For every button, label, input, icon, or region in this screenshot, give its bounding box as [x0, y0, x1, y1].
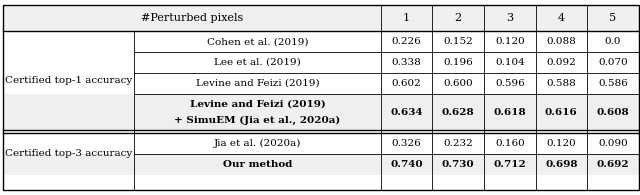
Text: Certified top-1 accuracy: Certified top-1 accuracy: [5, 76, 132, 85]
Bar: [3, 154, 639, 175]
Text: 0.152: 0.152: [444, 37, 473, 46]
Text: 0.634: 0.634: [390, 108, 423, 117]
Text: Lee et al. (2019): Lee et al. (2019): [214, 58, 301, 67]
Text: #Perturbed pixels: #Perturbed pixels: [141, 13, 243, 23]
Text: Levine and Feizi (2019): Levine and Feizi (2019): [196, 79, 319, 88]
Text: 0.586: 0.586: [598, 79, 628, 88]
Text: 2: 2: [454, 13, 461, 23]
Text: 0.628: 0.628: [442, 108, 474, 117]
Bar: [3, 94, 639, 130]
Text: 0.596: 0.596: [495, 79, 525, 88]
Text: 0.088: 0.088: [547, 37, 576, 46]
Text: 0.338: 0.338: [392, 58, 422, 67]
Text: 0.602: 0.602: [392, 79, 422, 88]
Text: Our method: Our method: [223, 160, 292, 169]
Text: Jia et al. (2020a): Jia et al. (2020a): [214, 139, 301, 148]
Text: 0.120: 0.120: [495, 37, 525, 46]
Text: 0.196: 0.196: [444, 58, 473, 67]
Text: 0.730: 0.730: [442, 160, 474, 169]
Text: 0.0: 0.0: [605, 37, 621, 46]
Text: 0.740: 0.740: [390, 160, 423, 169]
Text: Cohen et al. (2019): Cohen et al. (2019): [207, 37, 308, 46]
Text: 1: 1: [403, 13, 410, 23]
Text: 0.616: 0.616: [545, 108, 578, 117]
Text: 0.600: 0.600: [444, 79, 473, 88]
Text: 0.698: 0.698: [545, 160, 577, 169]
Text: 0.608: 0.608: [596, 108, 629, 117]
Text: 0.070: 0.070: [598, 58, 628, 67]
Text: 0.588: 0.588: [547, 79, 576, 88]
Text: 0.120: 0.120: [547, 139, 576, 148]
Text: Levine and Feizi (2019): Levine and Feizi (2019): [189, 99, 326, 108]
Text: 0.692: 0.692: [596, 160, 629, 169]
Text: 5: 5: [609, 13, 616, 23]
Text: 0.326: 0.326: [392, 139, 422, 148]
Text: + SimuEM (Jia et al., 2020a): + SimuEM (Jia et al., 2020a): [175, 116, 340, 125]
Bar: [3, 5, 639, 31]
Text: 0.160: 0.160: [495, 139, 525, 148]
Text: 3: 3: [506, 13, 513, 23]
Text: 0.232: 0.232: [444, 139, 473, 148]
Text: 0.092: 0.092: [547, 58, 576, 67]
Text: 0.104: 0.104: [495, 58, 525, 67]
Text: 0.712: 0.712: [493, 160, 526, 169]
Text: 0.090: 0.090: [598, 139, 628, 148]
Text: 4: 4: [558, 13, 565, 23]
Text: 0.618: 0.618: [493, 108, 526, 117]
Text: 0.226: 0.226: [392, 37, 422, 46]
Text: Certified top-3 accuracy: Certified top-3 accuracy: [5, 149, 132, 158]
